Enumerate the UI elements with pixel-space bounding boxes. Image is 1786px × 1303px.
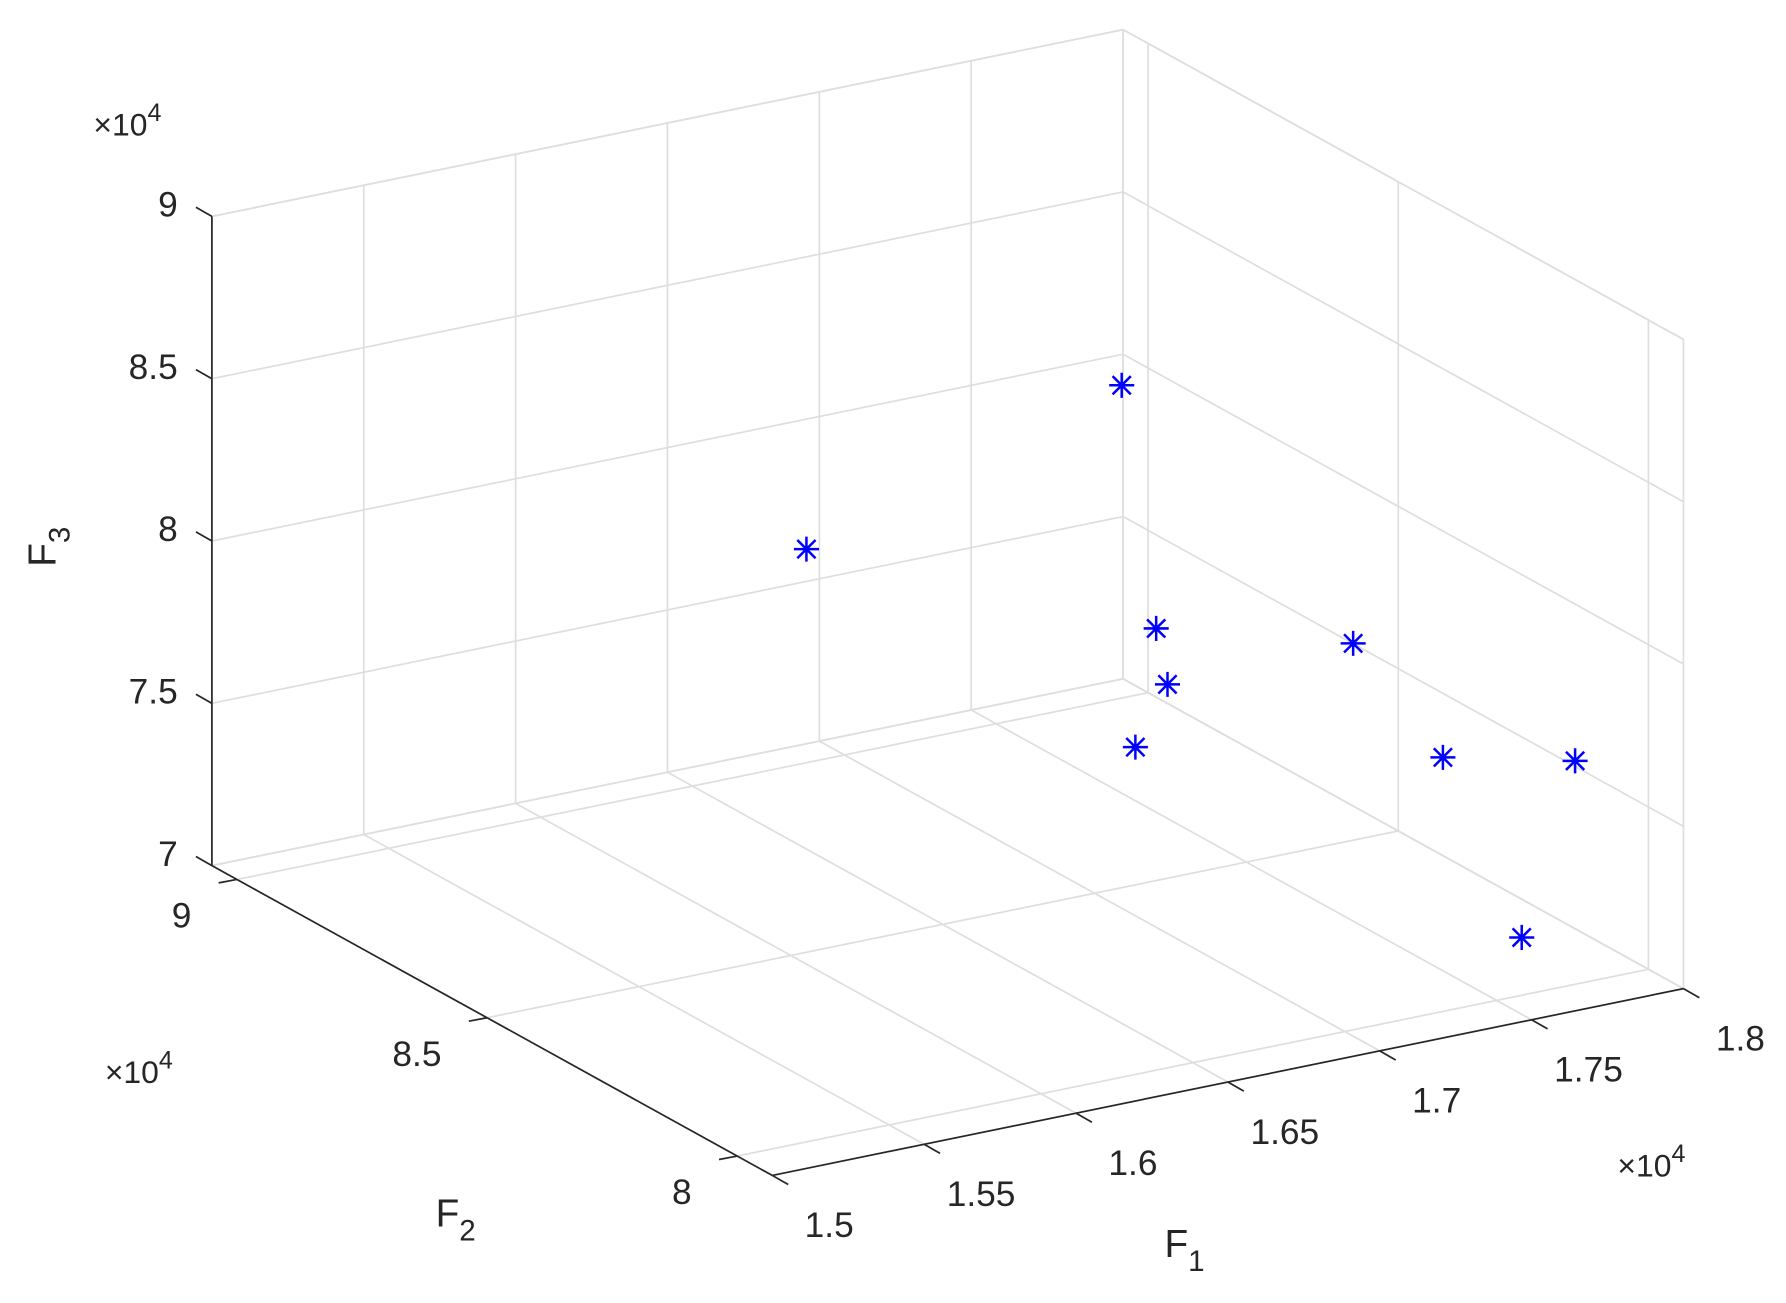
z-exponent-sup: 4: [148, 99, 162, 127]
grid-line: [211, 353, 1684, 665]
grid-line: [211, 28, 1684, 341]
z-exponent-base: ×10: [93, 107, 147, 143]
y-exponent-sup: 4: [159, 1046, 173, 1074]
data-point: [1122, 734, 1148, 760]
z-tick-label: 8.5: [129, 348, 178, 387]
data-point: [1143, 615, 1169, 641]
z-tick-label: 7: [158, 835, 178, 874]
y-exponent: ×104: [105, 1046, 173, 1090]
x-axis-label-base: F: [1165, 1223, 1189, 1266]
x-tick-label: 1.75: [1554, 1050, 1623, 1089]
grid-line: [211, 515, 1684, 828]
z-exponent: ×104: [93, 99, 161, 143]
z-axis-label-base: F: [22, 543, 65, 567]
grid-line: [363, 833, 925, 1146]
data-point: [1109, 372, 1135, 398]
y-axis-label-sub: 2: [459, 1214, 475, 1247]
x-tick-label: 1.5: [805, 1206, 854, 1245]
x-tick-label: 1.7: [1412, 1082, 1461, 1121]
data-point: [1154, 671, 1181, 697]
x-tick: [1379, 1050, 1397, 1061]
grid-line: [515, 802, 1077, 1114]
y-tick-label: 8: [672, 1173, 692, 1212]
x-tick-label: 1.55: [947, 1175, 1016, 1214]
x-exponent: ×104: [1617, 1140, 1685, 1184]
x-tick-label: 1.65: [1250, 1113, 1319, 1152]
data-point: [1340, 630, 1366, 656]
x-tick-label: 1.6: [1108, 1144, 1157, 1183]
z-tick: [195, 368, 213, 380]
y-axis: [211, 864, 773, 1177]
grid-line: [211, 191, 1684, 503]
x-tick: [923, 1143, 941, 1155]
grid-line: [486, 830, 1399, 1019]
data-point: [1430, 744, 1456, 770]
z-tick-label: 9: [158, 186, 178, 225]
z-tick: [195, 693, 213, 705]
grid-line: [970, 709, 1533, 1021]
y-axis-label-base: F: [436, 1193, 460, 1236]
y-tick: [718, 1155, 738, 1161]
y-tick: [218, 878, 238, 884]
y-tick-label: 9: [172, 897, 192, 936]
x-tick: [1683, 987, 1700, 999]
y-tick-label: 8.5: [392, 1035, 441, 1074]
grid-line: [667, 771, 1229, 1083]
y-exponent-base: ×10: [105, 1055, 159, 1091]
z-tick-label: 7.5: [129, 673, 178, 712]
x-exponent-base: ×10: [1617, 1148, 1671, 1184]
z-tick: [195, 855, 213, 867]
x-tick: [771, 1174, 789, 1186]
data-point: [793, 536, 819, 562]
z-tick: [195, 206, 213, 218]
grid-line: [818, 740, 1381, 1052]
x-tick-label: 1.8: [1716, 1019, 1765, 1058]
z-axis-label: F3: [22, 527, 77, 567]
x-axis-label-sub: 1: [1188, 1245, 1204, 1278]
y-tick: [468, 1016, 488, 1023]
z-tick: [195, 531, 213, 542]
x-axis-label: F1: [1165, 1223, 1205, 1278]
x-tick: [1075, 1112, 1093, 1124]
x-tick: [1531, 1019, 1548, 1030]
grid-line: [236, 691, 1149, 881]
grid-line: [211, 677, 1684, 990]
x-exponent-sup: 4: [1671, 1140, 1685, 1168]
x-tick: [1227, 1081, 1245, 1092]
data-point: [1509, 924, 1535, 950]
data-point: [1562, 748, 1588, 774]
y-axis-label: F2: [436, 1193, 476, 1248]
z-tick-label: 8: [158, 510, 178, 549]
grid-line: [737, 968, 1649, 1157]
z-axis-label-sub: 3: [43, 527, 76, 543]
